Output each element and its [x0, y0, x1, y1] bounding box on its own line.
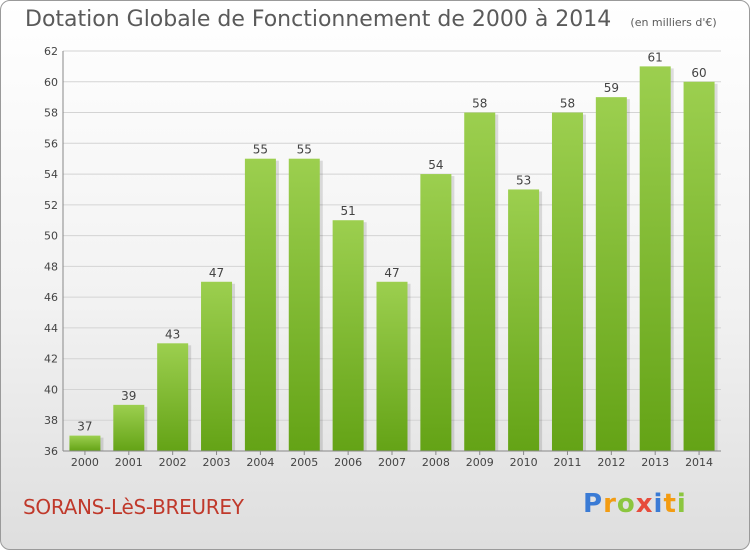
y-tick-label: 36 — [44, 445, 58, 458]
data-label: 37 — [77, 420, 92, 434]
x-tick-label: 2008 — [422, 456, 450, 469]
data-label: 60 — [691, 66, 706, 80]
bar — [508, 189, 540, 451]
y-tick-label: 42 — [44, 353, 58, 366]
chart-subtitle: (en milliers d'€) — [630, 16, 717, 29]
data-label: 54 — [428, 158, 443, 172]
x-tick-label: 2009 — [466, 456, 494, 469]
y-tick-label: 62 — [44, 45, 58, 58]
y-tick-label: 38 — [44, 414, 58, 427]
y-tick-label: 52 — [44, 199, 58, 212]
bars — [69, 66, 718, 452]
data-label: 58 — [472, 97, 487, 111]
bar — [595, 97, 627, 452]
logo-letter: o — [616, 489, 636, 519]
logo-letter: r — [603, 489, 617, 519]
data-label: 53 — [516, 173, 531, 187]
data-labels: 37 39 43 47 55 55 51 47 54 58 53 58 59 61 60 — [77, 50, 706, 433]
bar — [244, 158, 276, 451]
y-tick-label: 48 — [44, 260, 58, 273]
data-label: 59 — [604, 81, 619, 95]
data-label: 39 — [121, 389, 136, 403]
data-label: 58 — [560, 97, 575, 111]
data-label: 51 — [340, 204, 355, 218]
proxiti-logo[interactable]: Proxiti — [583, 489, 687, 519]
logo-letter: t — [663, 489, 677, 519]
bar — [157, 343, 189, 451]
data-label: 47 — [384, 266, 399, 280]
bar — [464, 112, 496, 452]
title-row: Dotation Globale de Fonctionnement de 20… — [25, 7, 717, 32]
x-tick-label: 2005 — [290, 456, 318, 469]
bar — [639, 66, 671, 451]
chart-title: Dotation Globale de Fonctionnement de 20… — [25, 7, 612, 32]
logo-letter: P — [583, 489, 604, 519]
y-tick-label: 58 — [44, 107, 58, 120]
data-label: 61 — [648, 50, 663, 64]
x-tick-label: 2007 — [378, 456, 406, 469]
x-tick-label: 2001 — [115, 456, 143, 469]
x-tick-label: 2014 — [685, 456, 713, 469]
bar — [332, 220, 364, 451]
x-tick-label: 2010 — [510, 456, 538, 469]
x-tick-label: 2000 — [71, 456, 99, 469]
data-label: 55 — [297, 143, 312, 157]
data-label: 43 — [165, 327, 180, 341]
y-tick-label: 46 — [44, 291, 58, 304]
bar — [420, 174, 452, 452]
bar — [551, 112, 583, 452]
y-tick-label: 44 — [44, 322, 58, 335]
y-tick-label: 40 — [44, 383, 58, 396]
bar — [376, 281, 408, 451]
logo-letter: x — [635, 489, 654, 519]
y-tick-label: 54 — [44, 168, 58, 181]
y-tick-label: 60 — [44, 76, 58, 89]
logo-letter: i — [676, 489, 687, 519]
x-tick-label: 2012 — [597, 456, 625, 469]
x-tick-label: 2011 — [553, 456, 581, 469]
y-tick-label: 50 — [44, 230, 58, 243]
bar — [201, 281, 233, 451]
x-tick-label: 2003 — [203, 456, 231, 469]
bar — [288, 158, 320, 451]
x-tick-label: 2004 — [246, 456, 274, 469]
x-tick-label: 2002 — [159, 456, 187, 469]
y-tick-label: 56 — [44, 137, 58, 150]
bar — [683, 81, 715, 452]
data-label: 47 — [209, 266, 224, 280]
x-tick-label: 2013 — [641, 456, 669, 469]
x-tick-label: 2006 — [334, 456, 362, 469]
commune-name: SORANS-LèS-BREUREY — [23, 495, 244, 519]
bar — [69, 435, 101, 451]
logo-letter: i — [653, 489, 664, 519]
bar — [113, 404, 145, 451]
data-label: 55 — [253, 143, 268, 157]
axes: 36 38 40 42 44 46 48 50 52 54 56 58 60 62 2000 2001 2002… — [44, 45, 721, 469]
